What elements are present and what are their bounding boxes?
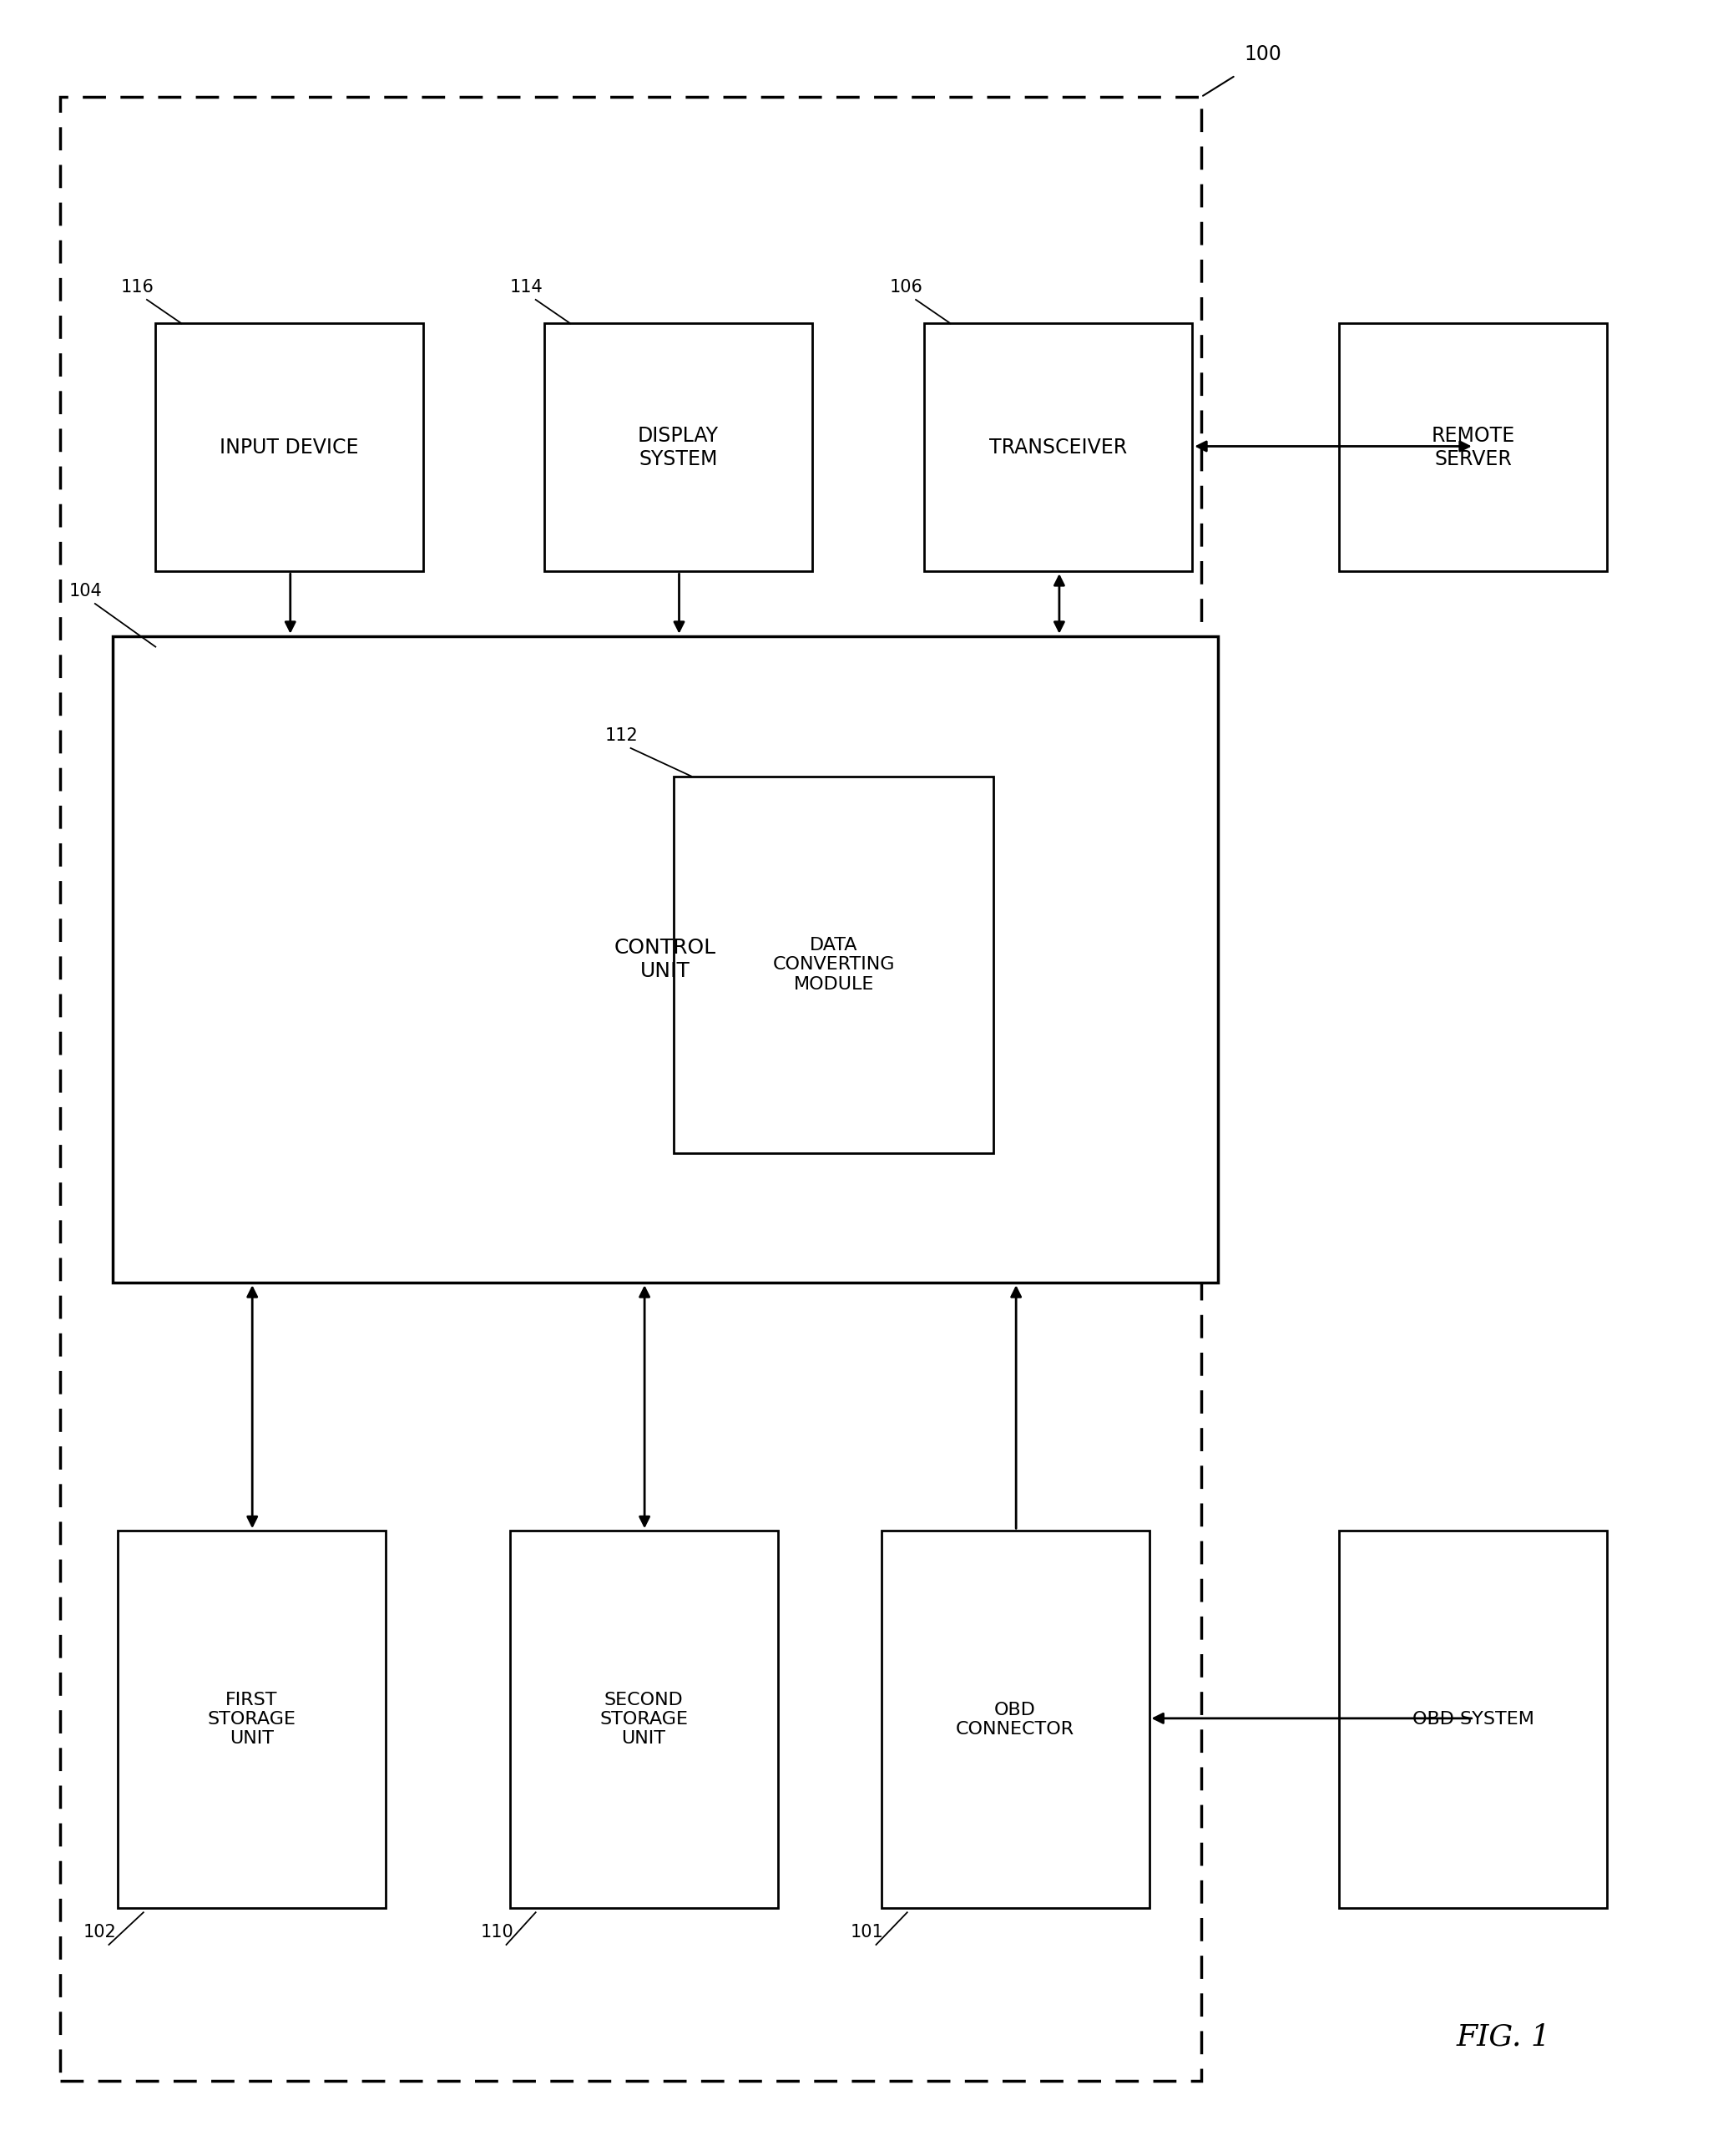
Text: FIRST
STORAGE
UNIT: FIRST STORAGE UNIT — [207, 1692, 295, 1746]
Bar — [881, 1531, 1149, 1908]
Text: 114: 114 — [510, 278, 543, 295]
Bar — [156, 323, 423, 571]
Bar — [544, 323, 812, 571]
Text: TRANSCEIVER: TRANSCEIVER — [990, 438, 1127, 457]
Text: 116: 116 — [121, 278, 154, 295]
Text: SECOND
STORAGE
UNIT: SECOND STORAGE UNIT — [600, 1692, 688, 1746]
Text: 101: 101 — [850, 1923, 883, 1940]
Bar — [1339, 1531, 1607, 1908]
Text: 106: 106 — [890, 278, 923, 295]
Bar — [60, 97, 1201, 2081]
Text: 110: 110 — [480, 1923, 513, 1940]
Bar — [510, 1531, 778, 1908]
Text: FIG. 1: FIG. 1 — [1457, 2022, 1550, 2053]
Text: DATA
CONVERTING
MODULE: DATA CONVERTING MODULE — [772, 938, 895, 992]
Bar — [924, 323, 1192, 571]
Text: OBD
CONNECTOR: OBD CONNECTOR — [956, 1701, 1075, 1738]
Text: 104: 104 — [69, 582, 102, 599]
Bar — [112, 636, 1218, 1283]
Bar — [118, 1531, 385, 1908]
Text: OBD SYSTEM: OBD SYSTEM — [1412, 1712, 1534, 1727]
Text: INPUT DEVICE: INPUT DEVICE — [219, 438, 359, 457]
Bar — [674, 776, 994, 1153]
Text: 100: 100 — [1244, 45, 1282, 65]
Text: REMOTE
SERVER: REMOTE SERVER — [1431, 425, 1515, 470]
Text: 112: 112 — [605, 727, 638, 744]
Text: CONTROL
UNIT: CONTROL UNIT — [615, 938, 715, 981]
Text: 102: 102 — [83, 1923, 116, 1940]
Bar — [1339, 323, 1607, 571]
Text: DISPLAY
SYSTEM: DISPLAY SYSTEM — [638, 425, 719, 470]
